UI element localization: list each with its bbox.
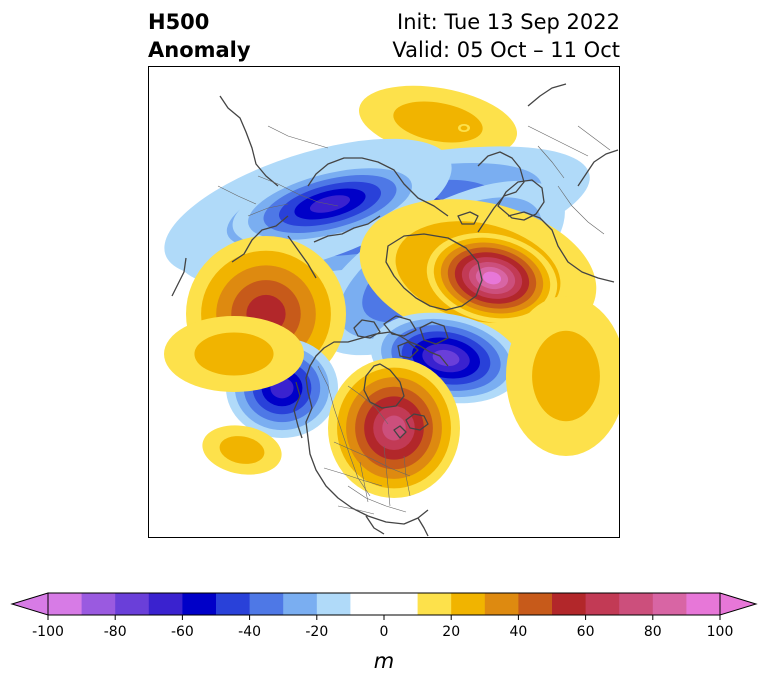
colorbar: -100 -80 -60 -40 -20 0 20 40 60 80 100 m [10, 592, 758, 673]
colorbar-tick-label: -60 [171, 624, 194, 640]
anomaly-contour-band [482, 271, 502, 285]
colorbar-segment [552, 593, 587, 615]
anomaly-contour-band [194, 332, 274, 376]
valid-period: Valid: 05 Oct – 11 Oct [392, 38, 620, 62]
anomaly-contour-band [382, 415, 406, 441]
colorbar-tick-label: 80 [644, 624, 662, 640]
variable-label: H500 [148, 10, 210, 34]
colorbar-segment [283, 593, 318, 615]
anomaly-contour-band [460, 125, 468, 131]
colorbar-segment [451, 593, 486, 615]
colorbar-segment [182, 593, 217, 615]
colorbar-segment [417, 593, 452, 615]
colorbar-segment [350, 593, 419, 615]
colorbar-segment [48, 593, 83, 615]
colorbar-segment [619, 593, 654, 615]
colorbar-tick-label: -80 [104, 624, 127, 640]
colorbar-segments [10, 592, 758, 616]
colorbar-extend-high [719, 592, 758, 616]
colorbar-tick-label: 100 [707, 624, 734, 640]
colorbar-segment [686, 593, 721, 615]
colorbar-segment [652, 593, 687, 615]
forecast-dates: Init: Tue 13 Sep 2022 Valid: 05 Oct – 11… [392, 8, 620, 64]
anomaly-contour-band [219, 436, 265, 464]
colorbar-ticks: -100 -80 -60 -40 -20 0 20 40 60 80 100 [32, 615, 733, 640]
colorbar-tick-label: 0 [380, 624, 389, 640]
init-date: Init: Tue 13 Sep 2022 [397, 10, 620, 34]
colorbar-segment [81, 593, 116, 615]
coastlines [171, 83, 619, 537]
colorbar-segment [148, 593, 183, 615]
colorbar-segment [216, 593, 251, 615]
colorbar-segment [249, 593, 284, 615]
colorbar-tick-label: 60 [577, 624, 595, 640]
colorbar-segment [115, 593, 150, 615]
anomaly-contour-band [393, 101, 483, 143]
colorbar-tick-label: 40 [509, 624, 527, 640]
colorbar-segment [585, 593, 620, 615]
anomaly-contour-band [432, 349, 460, 367]
colorbar-tick-label: -40 [238, 624, 261, 640]
anomaly-map [148, 66, 620, 538]
colorbar-tick-label: -100 [32, 624, 64, 640]
colorbar-segment [484, 593, 519, 615]
map-title: H500 Anomaly [148, 8, 251, 64]
anomaly-contour-band [309, 195, 351, 213]
anomaly-contour-band [532, 330, 600, 422]
colorbar-segment [518, 593, 553, 615]
political-borders [217, 125, 611, 515]
colorbar-tick-label: 20 [442, 624, 460, 640]
anomaly-label: Anomaly [148, 38, 251, 62]
colorbar-extend-low [10, 592, 49, 616]
anomaly-contours [164, 85, 620, 498]
colorbar-tick-label: -20 [305, 624, 328, 640]
colorbar-unit-label: m [374, 649, 394, 673]
map-frame [148, 66, 620, 538]
colorbar-segment [316, 593, 351, 615]
